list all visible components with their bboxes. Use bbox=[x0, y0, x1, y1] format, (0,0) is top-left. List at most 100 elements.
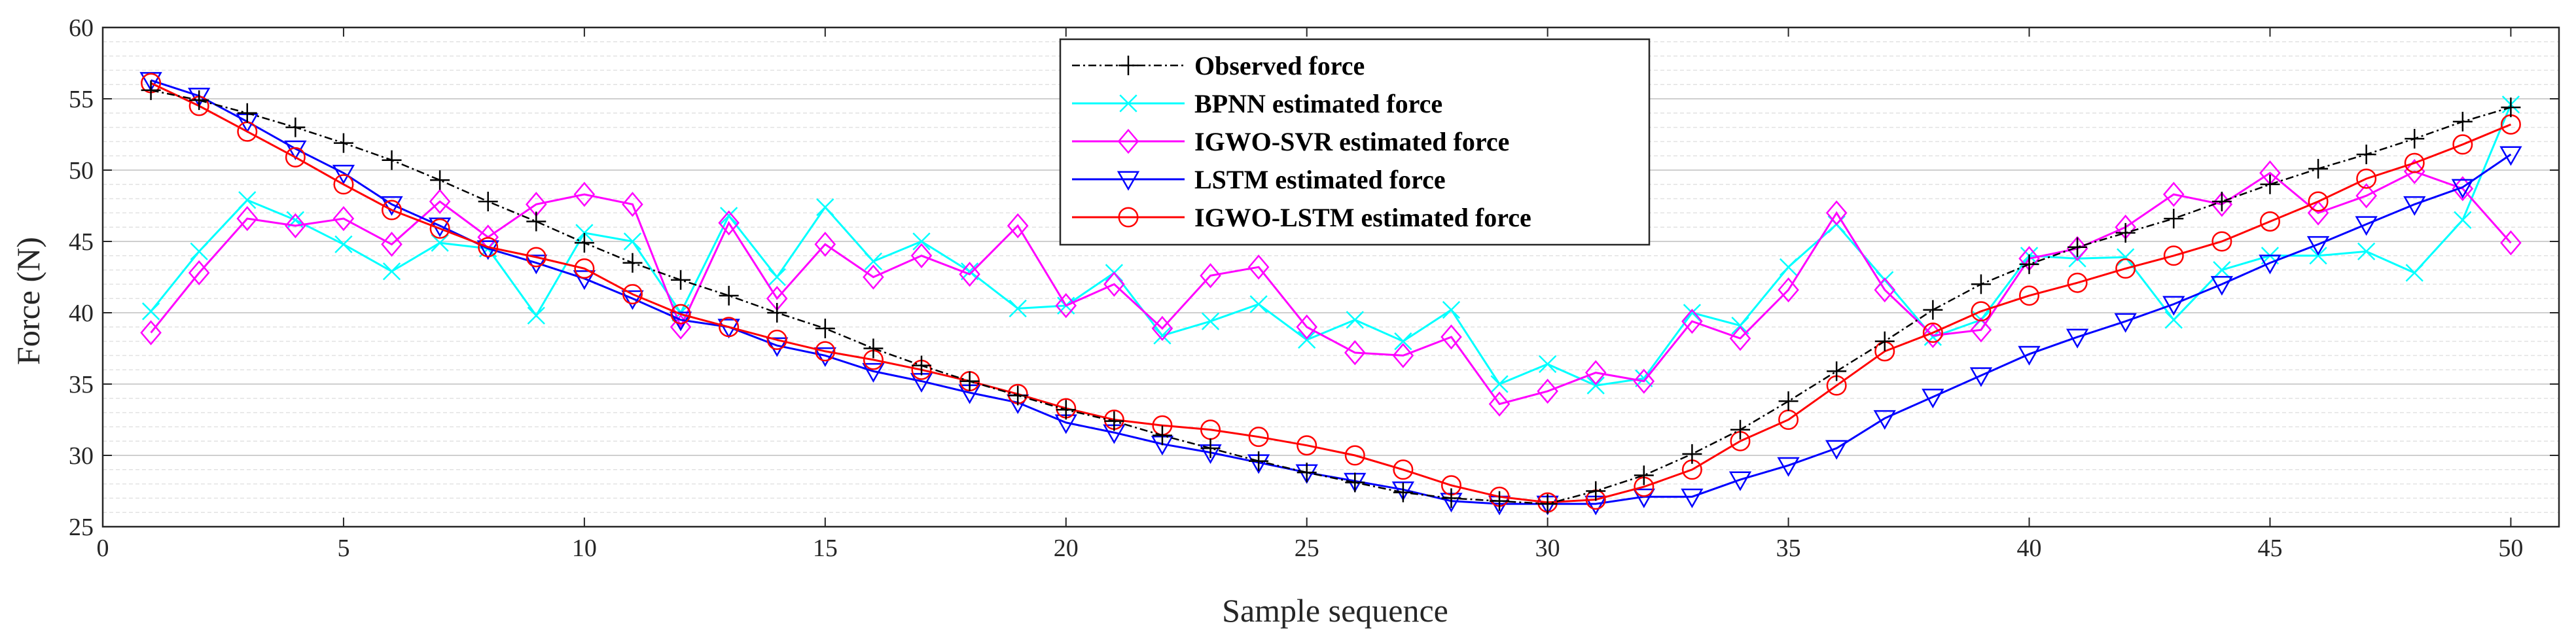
bpnn-estimated-force-point-47 bbox=[2357, 242, 2376, 260]
bpnn-estimated-force-point-11 bbox=[623, 232, 642, 251]
bpnn-estimated-force-point-10 bbox=[575, 224, 594, 242]
igwo-svr-estimated-force-point-3 bbox=[236, 205, 259, 232]
igwo-svr-estimated-force-point-39 bbox=[1970, 317, 1992, 343]
observed-force-point-19 bbox=[1008, 385, 1028, 406]
igwo-svr-estimated-force-series bbox=[140, 159, 2522, 417]
observed-force-point-20 bbox=[1056, 400, 1076, 420]
observed-force-point-11 bbox=[622, 253, 643, 273]
axes-frame bbox=[101, 26, 2560, 528]
igwo-svr-estimated-force-point-21 bbox=[1103, 272, 1125, 297]
bpnn-estimated-force-point-3 bbox=[238, 191, 257, 209]
x-tick-label: 35 bbox=[1776, 535, 1801, 562]
observed-force-point-9 bbox=[526, 211, 546, 232]
igwo-lstm-estimated-force-point-5 bbox=[333, 174, 354, 195]
igwo-svr-estimated-force-point-32 bbox=[1633, 368, 1655, 394]
lstm-estimated-force-point-36 bbox=[1825, 440, 1848, 460]
observed-force-point-33 bbox=[1682, 444, 1702, 464]
igwo-svr-estimated-force-point-36 bbox=[1825, 200, 1848, 226]
observed-force-point-24 bbox=[1249, 451, 1269, 471]
x-tick-label: 50 bbox=[2498, 535, 2523, 562]
igwo-lstm-estimated-force-point-43 bbox=[2163, 245, 2184, 266]
legend-lstm-estimated-force-point-1 bbox=[1117, 171, 1140, 191]
observed-force-point-42 bbox=[2115, 222, 2136, 243]
igwo-lstm-estimated-force-point-24 bbox=[1248, 427, 1269, 448]
observed-force-point-29 bbox=[1490, 491, 1510, 511]
legend-label: Observed force bbox=[1194, 51, 1365, 80]
legend-igwo-lstm-estimated-force-point-1 bbox=[1118, 207, 1139, 228]
lstm-estimated-force-point-10 bbox=[573, 270, 596, 291]
igwo-svr-estimated-force-point-11 bbox=[622, 192, 643, 217]
igwo-svr-estimated-force-point-17 bbox=[910, 243, 933, 268]
igwo-svr-estimated-force-point-35 bbox=[1778, 277, 1799, 303]
y-tick-label: 40 bbox=[69, 300, 94, 327]
observed-force-point-10 bbox=[574, 233, 594, 253]
legend-item-igwo-svr-estimated-force: IGWO-SVR estimated force bbox=[1072, 127, 1509, 156]
igwo-svr-estimated-force-point-33 bbox=[1681, 308, 1703, 334]
observed-force-point-31 bbox=[1586, 481, 1606, 501]
observed-force-point-34 bbox=[1730, 419, 1750, 440]
observed-force-point-22 bbox=[1152, 425, 1172, 446]
igwo-svr-estimated-force-point-13 bbox=[718, 210, 740, 236]
lstm-estimated-force-point-34 bbox=[1728, 471, 1752, 491]
observed-force-point-36 bbox=[1827, 361, 1847, 381]
igwo-svr-estimated-force-point-2 bbox=[188, 260, 210, 286]
bpnn-estimated-force-point-25 bbox=[1298, 330, 1316, 349]
lstm-estimated-force-point-45 bbox=[2259, 255, 2281, 275]
bpnn-estimated-force-line bbox=[150, 104, 2512, 387]
observed-force-point-44 bbox=[2211, 191, 2232, 211]
observed-force-point-7 bbox=[430, 170, 450, 190]
bpnn-estimated-force-point-28 bbox=[1442, 301, 1461, 319]
observed-force-point-17 bbox=[912, 355, 931, 376]
bpnn-estimated-force-point-42 bbox=[2117, 248, 2135, 266]
bpnn-estimated-force-point-44 bbox=[2213, 260, 2231, 279]
igwo-svr-estimated-force-point-44 bbox=[2211, 192, 2233, 217]
observed-force-point-15 bbox=[815, 318, 835, 338]
bpnn-estimated-force-point-2 bbox=[190, 242, 208, 260]
igwo-svr-estimated-force-point-22 bbox=[1151, 315, 1173, 342]
observed-force-point-8 bbox=[478, 191, 498, 211]
igwo-lstm-estimated-force-point-26 bbox=[1344, 445, 1365, 466]
bpnn-estimated-force-point-1 bbox=[141, 302, 160, 321]
x-tick-label: 0 bbox=[97, 535, 109, 562]
y-tick-label: 45 bbox=[69, 228, 94, 256]
lstm-estimated-force-point-9 bbox=[525, 255, 548, 275]
bpnn-estimated-force-point-35 bbox=[1779, 258, 1798, 276]
observed-force-point-25 bbox=[1297, 463, 1317, 483]
lstm-estimated-force-point-8 bbox=[476, 240, 499, 260]
bpnn-estimated-force-point-6 bbox=[382, 262, 401, 281]
lstm-estimated-force-point-38 bbox=[1922, 389, 1944, 409]
igwo-svr-estimated-force-point-24 bbox=[1247, 255, 1270, 280]
igwo-lstm-estimated-force-point-42 bbox=[2115, 258, 2136, 279]
y-tick-label: 50 bbox=[69, 157, 94, 185]
axes: 0 5 10 15 20 25 30 35 40 45 50 25 30 35 40 45 50 55 60 bbox=[69, 14, 2560, 562]
igwo-lstm-estimated-force-point-8 bbox=[478, 237, 499, 258]
x-tick-label: 10 bbox=[572, 535, 597, 562]
lstm-estimated-force-point-32 bbox=[1632, 488, 1655, 508]
observed-force-point-30 bbox=[1537, 494, 1558, 514]
igwo-svr-estimated-force-point-5 bbox=[332, 205, 355, 232]
bpnn-estimated-force-point-16 bbox=[864, 252, 883, 271]
observed-force-point-21 bbox=[1104, 411, 1124, 431]
bpnn-estimated-force-point-5 bbox=[334, 235, 353, 253]
legend-item-igwo-lstm-estimated-force: IGWO-LSTM estimated force bbox=[1072, 203, 1531, 232]
observed-force-point-27 bbox=[1393, 482, 1413, 502]
lstm-estimated-force-point-39 bbox=[1969, 367, 1993, 387]
igwo-svr-estimated-force-point-29 bbox=[1488, 391, 1511, 417]
y-tick-label: 35 bbox=[69, 371, 94, 398]
x-tick-label: 40 bbox=[2017, 535, 2042, 562]
observed-force-point-43 bbox=[2164, 209, 2184, 229]
lstm-estimated-force-point-37 bbox=[1873, 410, 1896, 430]
observed-force-point-38 bbox=[1923, 300, 1943, 320]
igwo-lstm-estimated-force-point-15 bbox=[815, 341, 836, 362]
lstm-estimated-force-point-5 bbox=[332, 164, 355, 185]
lstm-estimated-force-point-42 bbox=[2114, 313, 2137, 333]
igwo-svr-estimated-force-point-37 bbox=[1874, 277, 1896, 303]
igwo-lstm-estimated-force-point-25 bbox=[1297, 435, 1317, 456]
igwo-lstm-estimated-force-point-9 bbox=[526, 247, 546, 268]
legend-bpnn-estimated-force-point-1 bbox=[1119, 94, 1137, 113]
igwo-lstm-estimated-force-point-7 bbox=[429, 218, 450, 239]
igwo-svr-estimated-force-point-38 bbox=[1922, 323, 1944, 349]
bpnn-estimated-force-point-34 bbox=[1731, 316, 1749, 335]
igwo-lstm-estimated-force-point-14 bbox=[766, 329, 787, 350]
igwo-lstm-estimated-force-point-38 bbox=[1922, 323, 1943, 343]
